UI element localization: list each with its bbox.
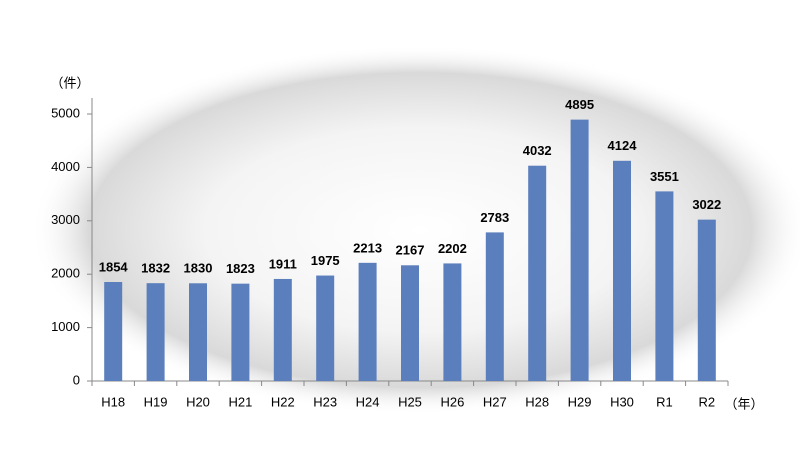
y-axis-label: （件） <box>50 75 89 90</box>
value-label: 1975 <box>311 253 340 268</box>
bar <box>655 191 674 381</box>
y-tick-label: 3000 <box>51 212 80 227</box>
bar <box>401 265 419 381</box>
bar <box>485 232 504 381</box>
x-tick-label: H27 <box>483 394 507 409</box>
x-tick-label: H29 <box>568 394 592 409</box>
x-tick-label: H26 <box>440 394 464 409</box>
x-tick-label: H21 <box>228 394 252 409</box>
value-label: 3022 <box>692 197 721 212</box>
value-label: 1911 <box>269 256 297 271</box>
x-tick-label: H30 <box>610 394 634 409</box>
bar <box>443 263 462 381</box>
value-label: 1854 <box>99 259 129 274</box>
value-label: 1823 <box>226 261 255 276</box>
bar <box>613 160 631 381</box>
x-tick-label: H22 <box>271 394 295 409</box>
value-label: 1832 <box>141 261 170 276</box>
value-label: 2213 <box>353 240 382 255</box>
bar <box>316 275 335 381</box>
bar <box>104 282 123 381</box>
x-tick-label: H25 <box>398 394 422 409</box>
bar <box>189 283 207 381</box>
value-label: 2167 <box>396 243 425 258</box>
value-label: 4124 <box>608 138 638 153</box>
value-label: 1830 <box>184 261 213 276</box>
x-tick-label: H28 <box>525 394 549 409</box>
background-glow <box>30 45 800 415</box>
y-tick-label: 2000 <box>51 266 80 281</box>
value-label: 4895 <box>565 97 594 112</box>
y-tick-label: 5000 <box>51 105 80 120</box>
x-tick-label: H24 <box>356 394 380 409</box>
y-tick-label: 1000 <box>51 319 80 334</box>
x-tick-label: H18 <box>101 394 125 409</box>
y-tick-label: 4000 <box>51 159 80 174</box>
value-label: 4032 <box>523 143 552 158</box>
x-tick-label: H23 <box>313 394 337 409</box>
x-tick-label: H19 <box>144 394 168 409</box>
bar <box>273 278 292 381</box>
bar <box>146 283 165 381</box>
bar <box>358 262 377 381</box>
value-label: 2783 <box>480 210 509 225</box>
x-tick-label: H20 <box>186 394 210 409</box>
bar <box>231 283 250 381</box>
x-tick-label: R1 <box>656 394 673 409</box>
bar <box>528 165 547 381</box>
x-tick-label: R2 <box>698 394 715 409</box>
value-label: 2202 <box>438 241 467 256</box>
bar <box>697 219 716 381</box>
x-axis-label: （年） <box>724 396 763 411</box>
bar <box>570 119 589 381</box>
value-label: 3551 <box>650 169 679 184</box>
y-tick-label: 0 <box>73 372 80 387</box>
